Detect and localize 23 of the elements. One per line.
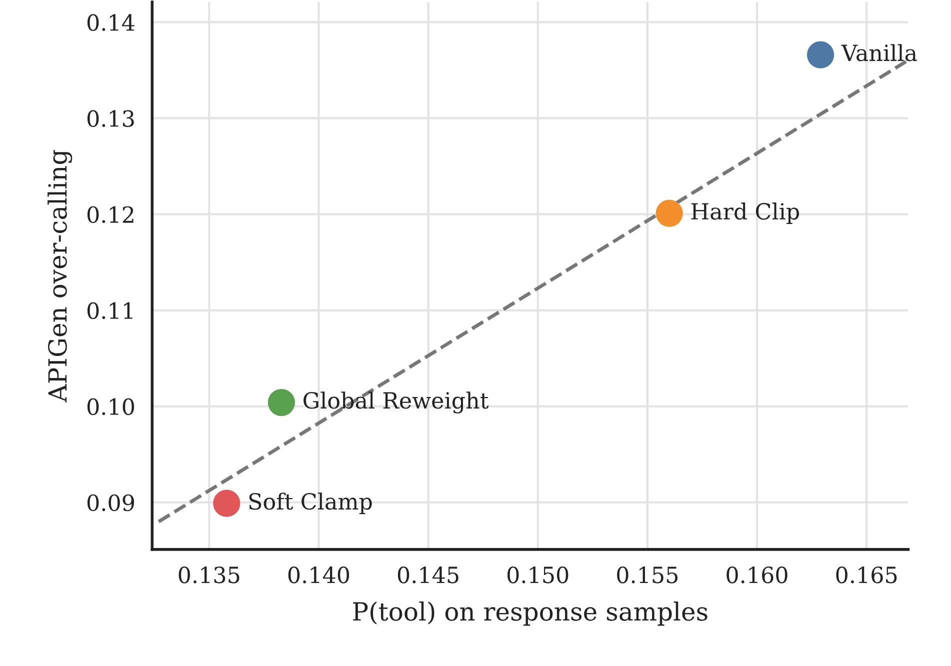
series-label: Hard Clip <box>691 202 800 224</box>
point <box>656 200 683 227</box>
x-axis-title: P(tool) on response samples <box>353 602 708 626</box>
series-label: Global Reweight <box>304 392 489 414</box>
x-tick-label: 0.135 <box>178 566 240 584</box>
y-tick-label: 0.10 <box>87 398 134 416</box>
x-tick-label: 0.145 <box>398 566 458 584</box>
y-tick-label: 0.13 <box>87 110 134 127</box>
series-label: Vanilla <box>841 44 917 62</box>
y-axis-title: APIGen over-calling <box>48 150 72 402</box>
point <box>807 41 834 68</box>
y-tick-label: 0.12 <box>87 206 134 224</box>
x-tick-label: 0.155 <box>617 566 678 584</box>
y-tick-label: 0.09 <box>87 494 134 512</box>
x-tick-label: 0.160 <box>726 566 788 584</box>
x-tick-label: 0.140 <box>288 566 350 584</box>
x-tick-label: 0.165 <box>836 566 897 584</box>
series-label: Soft Clamp <box>249 492 372 514</box>
point <box>268 388 295 416</box>
y-tick-label: 0.14 <box>87 14 134 31</box>
x-tick-label: 0.150 <box>508 566 568 584</box>
point <box>213 490 240 517</box>
y-tick-label: 0.11 <box>87 302 132 320</box>
